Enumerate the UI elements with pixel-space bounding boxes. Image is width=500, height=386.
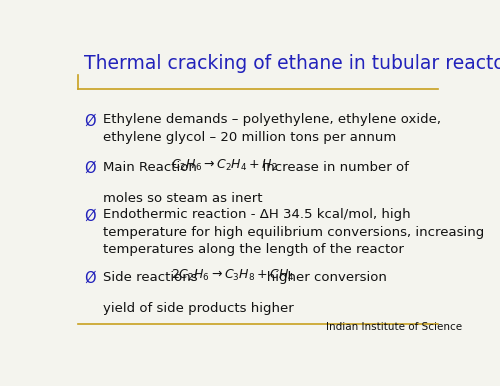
Text: Thermal cracking of ethane in tubular reactor: Thermal cracking of ethane in tubular re…	[84, 54, 500, 73]
Text: Ø: Ø	[84, 208, 96, 223]
Text: $C_2H_6 \rightarrow C_2H_4+H_2$: $C_2H_6 \rightarrow C_2H_4+H_2$	[171, 158, 278, 173]
Text: yield of side products higher: yield of side products higher	[103, 302, 294, 315]
Text: $2C_2H_6 \rightarrow C_3H_8+CH_4$: $2C_2H_6 \rightarrow C_3H_8+CH_4$	[171, 268, 294, 283]
Text: Ethylene demands – polyethylene, ethylene oxide,
ethylene glycol – 20 million to: Ethylene demands – polyethylene, ethylen…	[103, 113, 441, 144]
Text: moles so steam as inert: moles so steam as inert	[103, 192, 262, 205]
Text: Ø: Ø	[84, 271, 96, 286]
Text: Side reactions: Side reactions	[103, 271, 198, 284]
Text: Main Reaction: Main Reaction	[103, 161, 197, 174]
Text: Ø: Ø	[84, 161, 96, 176]
Text: Ø: Ø	[84, 113, 96, 128]
Text: increase in number of: increase in number of	[254, 161, 409, 174]
Text: Endothermic reaction - ΔH 34.5 kcal/mol, high
temperature for high equilibrium c: Endothermic reaction - ΔH 34.5 kcal/mol,…	[103, 208, 484, 256]
Text: Indian Institute of Science: Indian Institute of Science	[326, 322, 462, 332]
Text: higher conversion: higher conversion	[254, 271, 387, 284]
